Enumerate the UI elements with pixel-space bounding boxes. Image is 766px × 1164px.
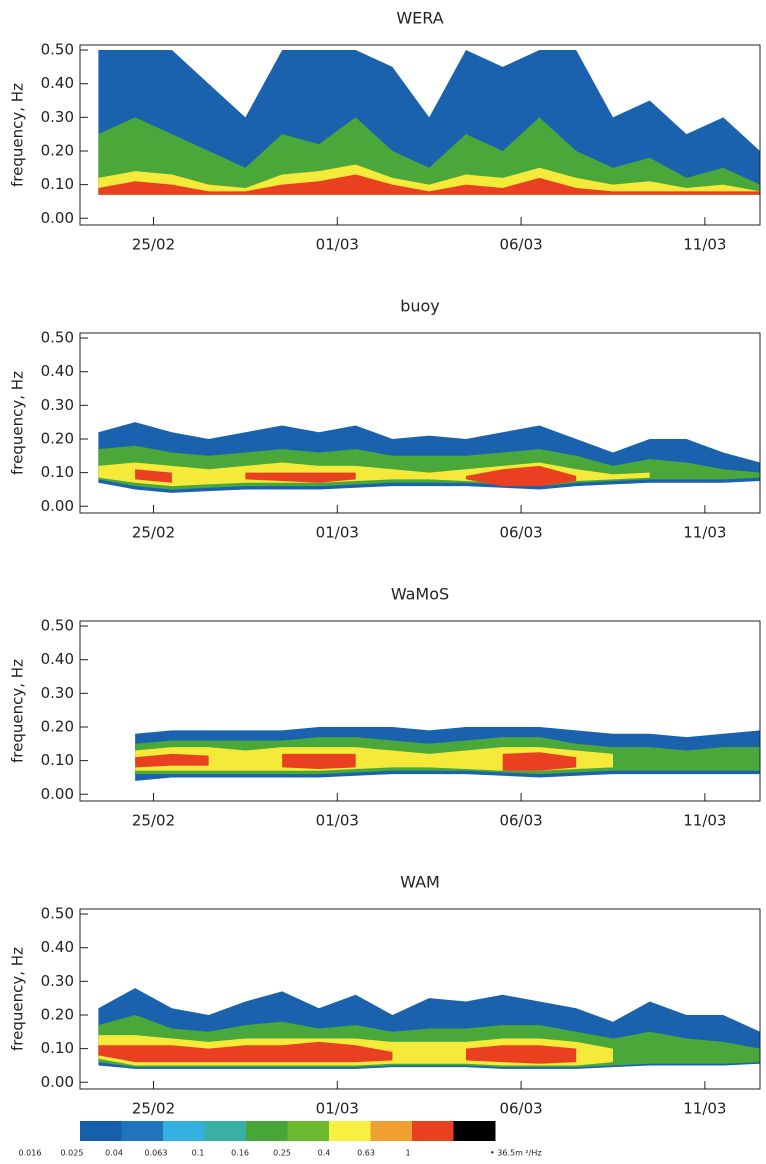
contour-band — [98, 174, 760, 195]
y-tick-label: 0.30 — [41, 684, 74, 702]
x-tick-label: 01/03 — [316, 524, 359, 542]
y-tick-label: 0.00 — [41, 209, 74, 227]
colorbar-swatch — [453, 1121, 496, 1141]
y-tick-label: 0.30 — [41, 972, 74, 990]
y-tick-label: 0.30 — [41, 108, 74, 126]
plot-frame — [79, 44, 761, 226]
colorbar-label: 0.25 — [273, 1149, 291, 1158]
x-tick-label: 25/02 — [132, 1100, 175, 1118]
colorbar-swatch — [80, 1121, 122, 1141]
colorbar-note: • 36.5m ²/Hz — [490, 1149, 542, 1158]
plot-frame — [79, 332, 761, 514]
y-axis-label: frequency, Hz — [9, 83, 27, 187]
y-tick-label: 0.10 — [41, 175, 74, 193]
y-tick-label: 0.50 — [41, 905, 74, 923]
x-tick-label: 11/03 — [683, 236, 726, 254]
plot-frame — [79, 908, 761, 1090]
y-tick-label: 0.00 — [41, 785, 74, 803]
x-tick-label: 06/03 — [499, 1100, 542, 1118]
colorbar-label: 0.16 — [231, 1149, 249, 1158]
colorbar-label: 0.4 — [318, 1149, 331, 1158]
contour-band — [98, 164, 760, 195]
plot-area — [135, 726, 760, 781]
y-axis-label: frequency, Hz — [9, 371, 27, 475]
x-tick-label: 11/03 — [683, 812, 726, 830]
colorbar-swatch — [329, 1121, 371, 1141]
x-tick-label: 01/03 — [316, 1100, 359, 1118]
y-tick-label: 0.20 — [41, 141, 74, 159]
contour-band — [465, 1045, 577, 1064]
colorbar-swatch — [204, 1121, 247, 1141]
contour-band — [135, 753, 209, 768]
y-tick-label: 0.40 — [41, 938, 74, 956]
y-tick-label: 0.10 — [41, 463, 74, 481]
colorbar-label: 0.063 — [145, 1149, 168, 1158]
x-tick-label: 11/03 — [683, 1100, 726, 1118]
y-tick-label: 0.10 — [41, 1039, 74, 1057]
y-tick-label: 0.50 — [41, 329, 74, 347]
colorbar-label: 1 — [405, 1149, 410, 1158]
colorbar-swatch — [412, 1121, 454, 1141]
colorbar-label: 0.025 — [61, 1149, 84, 1158]
colorbar-swatch — [163, 1121, 205, 1141]
y-tick-label: 0.30 — [41, 396, 74, 414]
panel-title: WAM — [400, 873, 440, 892]
y-tick-label: 0.00 — [41, 497, 74, 515]
x-tick-label: 25/02 — [132, 524, 175, 542]
y-axis-label: frequency, Hz — [9, 659, 27, 763]
colorbar-swatch — [370, 1121, 413, 1141]
y-tick-label: 0.40 — [41, 650, 74, 668]
y-tick-label: 0.20 — [41, 717, 74, 735]
y-tick-label: 0.10 — [41, 751, 74, 769]
contour-band — [465, 465, 577, 487]
y-tick-label: 0.40 — [41, 74, 74, 92]
contour-band — [135, 469, 172, 483]
colorbar-swatch — [121, 1121, 164, 1141]
contour-band — [502, 752, 577, 771]
contour-band — [98, 117, 760, 195]
contour-band — [282, 753, 356, 770]
x-tick-label: 01/03 — [316, 812, 359, 830]
plot-area — [98, 422, 760, 493]
plot-frame — [79, 620, 761, 802]
x-tick-label: 25/02 — [132, 812, 175, 830]
y-tick-label: 0.20 — [41, 429, 74, 447]
contour-band — [245, 472, 356, 483]
y-tick-label: 0.20 — [41, 1005, 74, 1023]
colorbar-label: 0.016 — [19, 1149, 42, 1158]
plot-area — [98, 50, 760, 195]
colorbar-label: 0.1 — [192, 1149, 205, 1158]
y-axis-label: frequency, Hz — [9, 947, 27, 1051]
panel-title: buoy — [400, 297, 440, 316]
colorbar-label: 0.04 — [105, 1149, 123, 1158]
x-tick-label: 06/03 — [499, 812, 542, 830]
y-tick-label: 0.00 — [41, 1073, 74, 1091]
colorbar-swatch — [287, 1121, 330, 1141]
contour-band — [135, 747, 613, 771]
y-tick-label: 0.40 — [41, 362, 74, 380]
x-tick-label: 25/02 — [132, 236, 175, 254]
y-tick-label: 0.50 — [41, 617, 74, 635]
x-tick-label: 06/03 — [499, 236, 542, 254]
panel-title: WaMoS — [391, 585, 449, 604]
colorbar-swatch — [246, 1121, 288, 1141]
x-tick-label: 11/03 — [683, 524, 726, 542]
panel-title: WERA — [396, 9, 443, 28]
x-tick-label: 01/03 — [316, 236, 359, 254]
contour-band — [98, 1041, 393, 1063]
y-tick-label: 0.50 — [41, 41, 74, 59]
plot-area — [98, 988, 760, 1069]
colorbar-label: 0.63 — [357, 1149, 375, 1158]
x-tick-label: 06/03 — [499, 524, 542, 542]
